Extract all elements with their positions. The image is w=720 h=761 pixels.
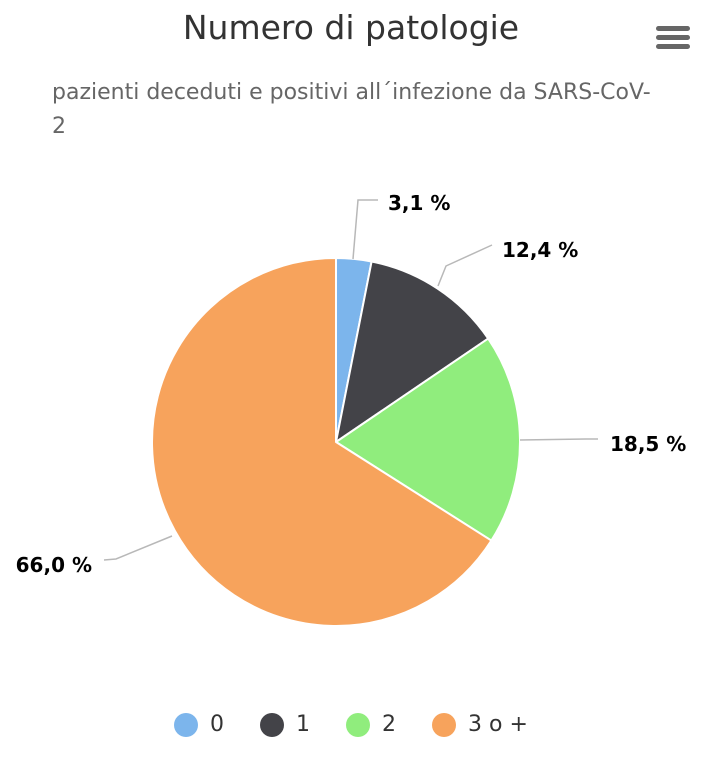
legend-label: 0 [210,712,225,737]
hamburger-menu-icon [656,44,690,49]
legend-marker-icon [260,712,285,737]
data-label-3: 66,0 % [16,553,92,577]
data-label-0: 3,1 % [388,191,450,215]
pie-slice-2[interactable] [335,337,521,542]
legend-item-1[interactable]: 1 [260,712,310,737]
data-label-2: 18,5 % [610,432,686,456]
legend-label: 2 [382,712,397,737]
pie-slice-3[interactable] [151,257,493,627]
legend-marker-icon [174,712,199,737]
pie-chart: 3,1 % 12,4 % 18,5 % 66,0 % [16,191,686,627]
legend-item-0[interactable]: 0 [174,712,224,737]
chart-subtitle: pazienti deceduti e positivi all´infezio… [52,80,651,139]
data-label-1: 12,4 % [502,238,578,262]
legend-marker-icon [346,712,371,737]
legend-marker-icon [432,712,457,737]
chart-legend: 0 1 2 3 o + [0,712,702,737]
leader-line-3 [103,535,173,561]
legend-item-3[interactable]: 3 o + [432,712,528,737]
hamburger-menu-icon [656,35,690,40]
leader-line-2 [519,438,598,441]
leader-line-1 [437,244,493,287]
chart-menu-button[interactable] [650,20,696,56]
legend-label: 1 [296,712,311,737]
legend-item-2[interactable]: 2 [346,712,396,737]
leader-line-0 [352,199,378,260]
hamburger-menu-icon [656,26,690,31]
pie-slice-1[interactable] [335,260,490,443]
chart-title: Numero di patologie [182,8,520,47]
legend-label: 3 o + [468,712,528,737]
